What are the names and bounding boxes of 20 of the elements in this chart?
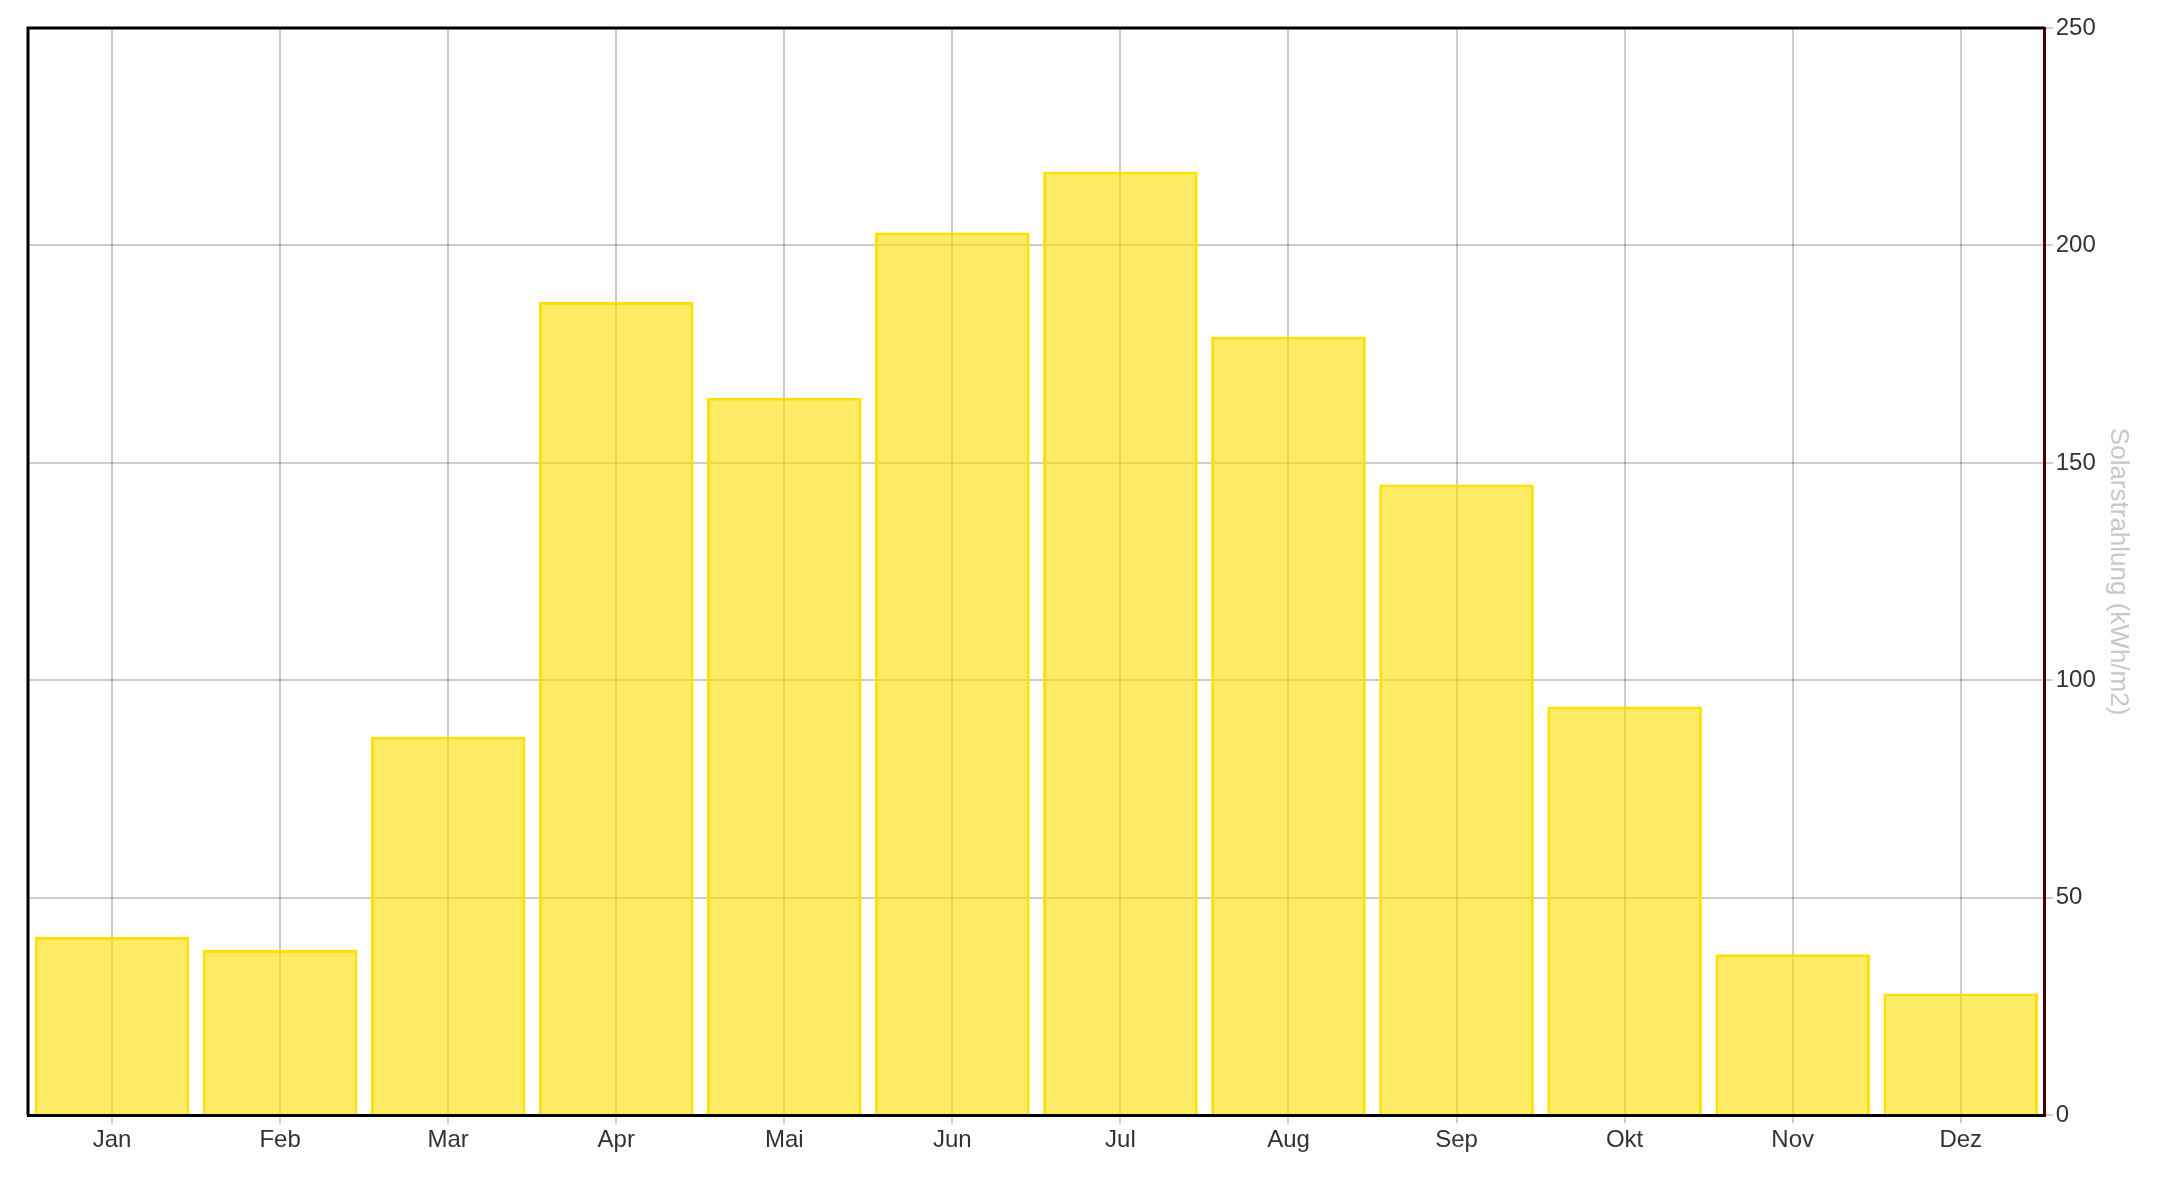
x-tick-label: Nov	[1771, 1125, 1815, 1153]
x-tick-label: Aug	[1267, 1125, 1310, 1153]
y-tick-label: 200	[2055, 230, 2096, 258]
x-tick-label: Feb	[259, 1125, 301, 1153]
bar	[202, 949, 358, 1115]
x-tick-label: Jul	[1105, 1125, 1136, 1153]
x-tick-label: Dez	[1939, 1125, 1983, 1153]
y-tick-label: 50	[2055, 882, 2083, 910]
x-tick-label: Mar	[427, 1125, 469, 1153]
y-tick-label: 150	[2055, 447, 2096, 475]
y-tick-label: 100	[2055, 664, 2096, 692]
x-tick-label: Jan	[92, 1125, 132, 1153]
x-tick-label: Apr	[597, 1125, 635, 1153]
x-tick-label: Sep	[1435, 1125, 1478, 1153]
x-tick-label: Jun	[933, 1125, 972, 1153]
y-tick-label: 250	[2055, 12, 2096, 40]
x-tick-label: Mai	[764, 1125, 804, 1153]
bar	[34, 936, 190, 1115]
x-tick-label: Okt	[1605, 1125, 1644, 1153]
y-tick-label: 0	[2055, 1099, 2070, 1127]
